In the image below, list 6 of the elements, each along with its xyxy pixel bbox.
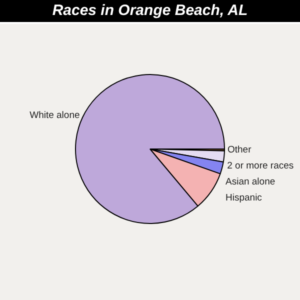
slice-label: Other <box>227 144 252 156</box>
slice-label: 2 or more races <box>227 160 294 172</box>
chart-title: Races in Orange Beach, AL <box>0 0 300 24</box>
slice-label: Hispanic <box>226 192 262 204</box>
slice-label: White alone <box>30 110 80 122</box>
slice-label: Asian alone <box>226 176 276 188</box>
